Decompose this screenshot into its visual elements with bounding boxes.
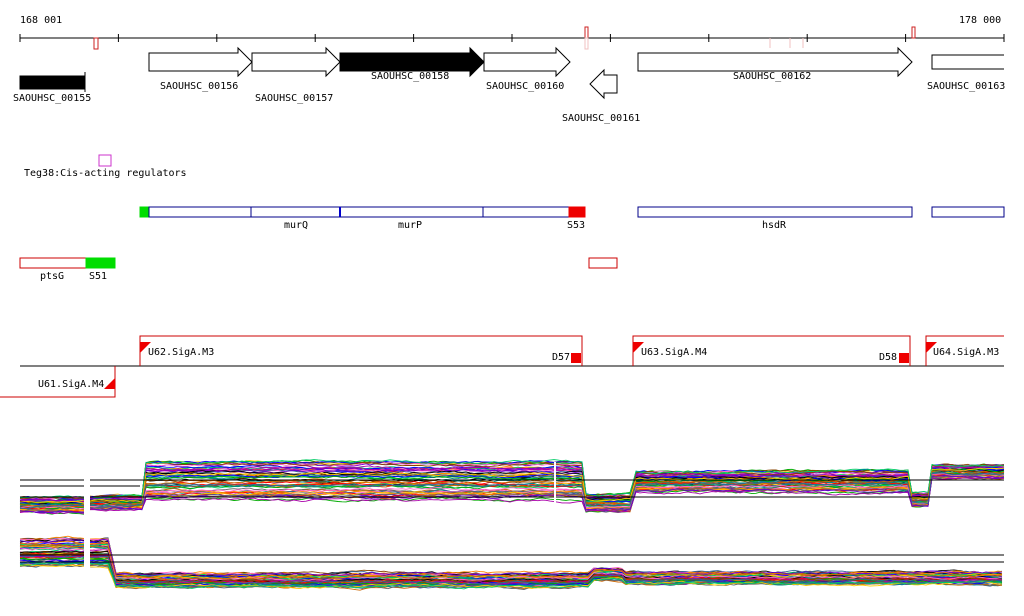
promoter-label-U63: U63.SigA.M4 [641, 347, 707, 358]
gene-label-SAOUHSC_00156: SAOUHSC_00156 [160, 81, 238, 92]
ruler-marker [911, 26, 916, 39]
forward-profile-line [19, 460, 1005, 500]
reverse-profile-line [19, 550, 1003, 583]
promoter-label-U61: U61.SigA.M4 [38, 379, 104, 390]
forward-profile-line [19, 473, 1005, 510]
gene-label-SAOUHSC_00158: SAOUHSC_00158 [371, 71, 449, 82]
operon-label-murQ: murQ [284, 220, 308, 231]
coordinate-ruler: 168 001 178 000 [19, 15, 1005, 50]
operon-box-hsdR[interactable] [637, 206, 913, 218]
forward-profile-line [19, 465, 1005, 503]
terminator-label-D58: D58 [879, 352, 897, 363]
forward-profile-line [19, 465, 1005, 503]
operon-label-murP: murP [398, 220, 422, 231]
regulator-label: Teg38:Cis-acting regulators [24, 168, 187, 179]
ruler-marker [584, 37, 589, 50]
reverse-profile-line [19, 535, 1003, 576]
gene-label-SAOUHSC_00161: SAOUHSC_00161 [562, 113, 640, 124]
ruler-start-label: 168 001 [20, 15, 62, 26]
forward-profile-line [19, 472, 1005, 510]
forward-gap [84, 470, 90, 518]
reverse-profile-line [19, 538, 1003, 577]
reverse-profile-line [19, 538, 1003, 577]
promoter-flag[interactable] [633, 342, 644, 353]
gene-label-SAOUHSC_00162: SAOUHSC_00162 [733, 71, 811, 82]
expression-track-reverse [19, 535, 1004, 591]
gene-SAOUHSC_00156[interactable] [148, 46, 253, 78]
operon-label-ptsG: ptsG [40, 271, 64, 282]
operon-box-ptsG[interactable] [19, 257, 87, 269]
ruler-marker [584, 26, 589, 39]
promoter-flag[interactable] [926, 342, 937, 353]
gene-SAOUHSC_00155[interactable] [19, 75, 86, 90]
signature-red-box[interactable] [568, 206, 586, 218]
forward-profile-line [19, 468, 1005, 505]
reverse-profile-line [19, 554, 1003, 585]
reverse-profile-line [19, 537, 1003, 577]
gene-label-SAOUHSC_00157: SAOUHSC_00157 [255, 93, 333, 104]
terminator-box[interactable] [571, 353, 581, 363]
operon-box[interactable] [148, 206, 570, 218]
forward-profile-line [19, 468, 1005, 505]
reverse-profile-line [19, 539, 1003, 578]
signature-green-box[interactable] [85, 257, 116, 269]
ruler-end-label: 178 000 [959, 15, 1001, 26]
gene-label-SAOUHSC_00160: SAOUHSC_00160 [486, 81, 564, 92]
regulator-track: Teg38:Cis-acting regulators [24, 154, 187, 179]
forward-profile-line [19, 467, 1004, 502]
reverse-profile-line [19, 563, 1003, 590]
promoter-label-U64: U64.SigA.M3 [933, 347, 999, 358]
gene-label-SAOUHSC_00163: SAOUHSC_00163 [927, 81, 1005, 92]
operon-label-S51: S51 [89, 271, 107, 282]
reverse-profile-line [19, 562, 1003, 590]
operon-box[interactable] [588, 257, 618, 269]
operon-label-hsdR: hsdR [762, 220, 787, 231]
terminator-label-D57: D57 [552, 352, 570, 363]
gene-SAOUHSC_00158[interactable] [339, 46, 485, 78]
reverse-profile-line [19, 543, 1003, 580]
forward-profile-line [19, 461, 1005, 500]
promoter-flag[interactable] [140, 342, 151, 353]
expression-track-forward [19, 459, 1005, 518]
promoter-flag[interactable] [104, 378, 115, 389]
operon-box[interactable] [931, 206, 1005, 218]
gene-SAOUHSC_00157[interactable] [251, 46, 341, 78]
ruler-marker [93, 37, 99, 50]
forward-profile-line [19, 459, 1005, 499]
gene-label-SAOUHSC_00155: SAOUHSC_00155 [13, 93, 91, 104]
gene-SAOUHSC_00160[interactable] [483, 46, 571, 78]
operon-label-S53: S53 [567, 220, 585, 231]
promoter-track: U62.SigA.M3 D57 U63.SigA.M4 D58 U64.SigA… [0, 335, 1004, 398]
terminator-box[interactable] [899, 353, 909, 363]
forward-profile-line [19, 476, 1004, 515]
forward-profile-line [19, 471, 1005, 510]
ruler-ticks [19, 34, 1005, 42]
reverse-profile-line [19, 536, 1003, 577]
transcript-span [0, 366, 116, 398]
transcript-span [925, 335, 1004, 366]
promoter-label-U62: U62.SigA.M3 [148, 347, 214, 358]
forward-profile-line [19, 469, 1005, 508]
gene-SAOUHSC_00161[interactable] [589, 68, 618, 100]
regulator-marker[interactable] [98, 154, 112, 167]
gene-SAOUHSC_00162[interactable] [637, 46, 913, 78]
reverse-profile-line [19, 561, 1003, 588]
operon-track: murQ murP S53 hsdR ptsG S51 [19, 206, 1005, 282]
reverse-profile-line [19, 537, 1003, 578]
gene-track: SAOUHSC_00155 SAOUHSC_00156 SAOUHSC_0015… [13, 46, 1005, 124]
reverse-gap [84, 535, 90, 585]
gene-SAOUHSC_00163[interactable] [931, 54, 1004, 70]
signature-green-box[interactable] [139, 206, 150, 218]
